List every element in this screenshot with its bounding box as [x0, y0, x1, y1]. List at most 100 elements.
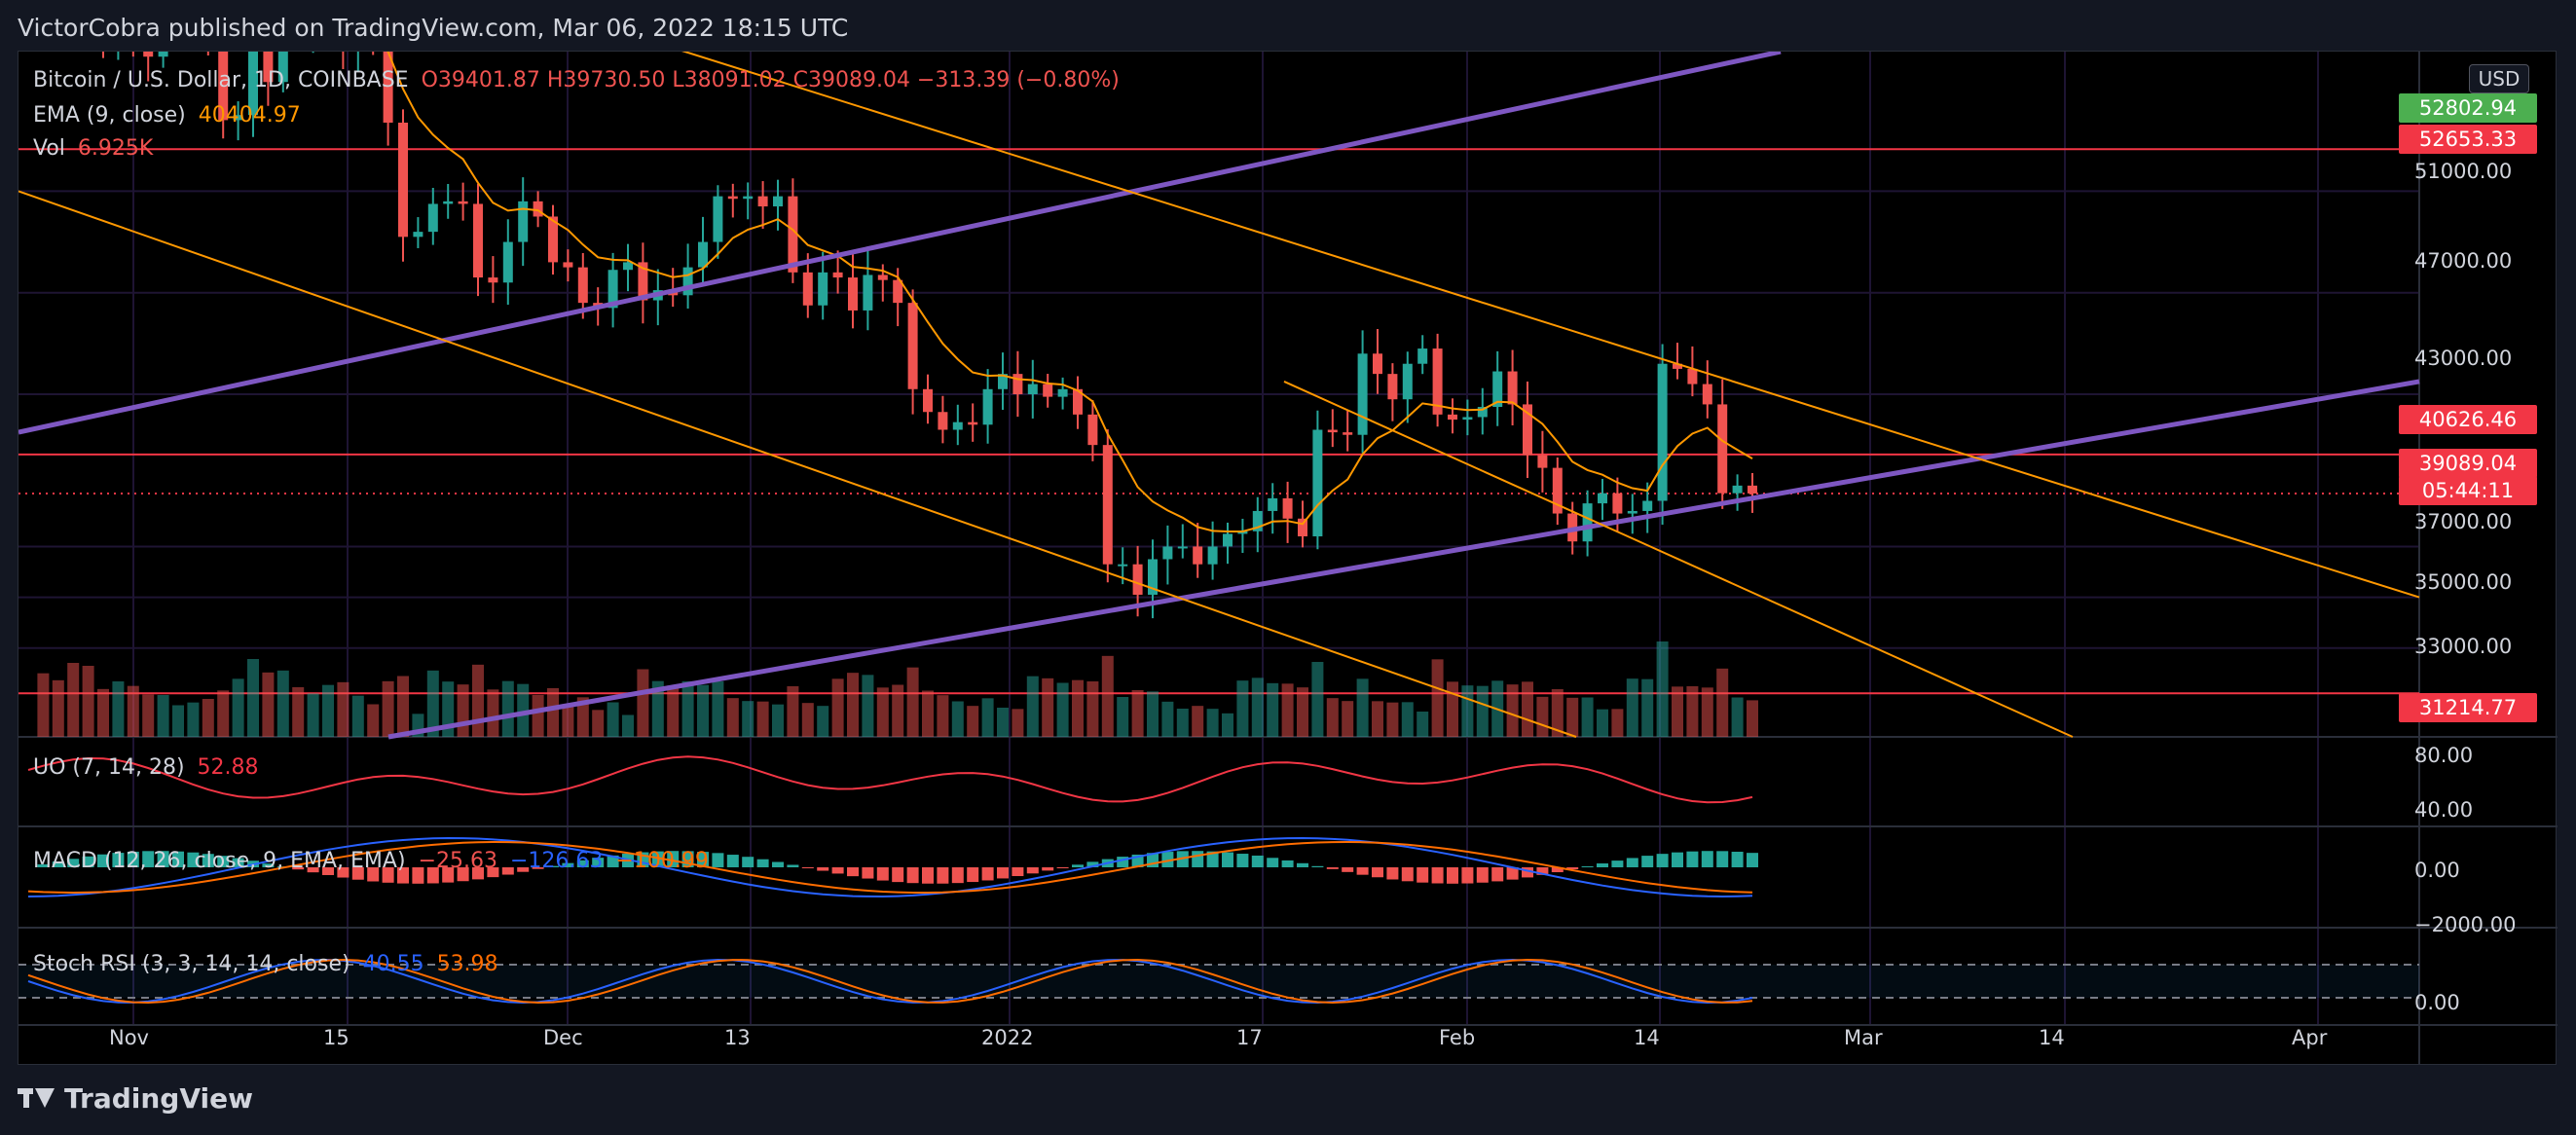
volume-bar	[787, 686, 799, 737]
volume-bar	[1297, 687, 1308, 737]
macd-histogram-bar	[112, 853, 125, 867]
macd-histogram-bar	[217, 856, 230, 867]
volume-bar	[772, 704, 784, 737]
candle-body	[458, 201, 468, 204]
volume-bar	[1431, 659, 1444, 737]
macd-histogram-bar	[1566, 867, 1579, 870]
price-tag: 31214.77	[2399, 693, 2537, 722]
symbol-name: Bitcoin / U.S. Dollar, 1D, COINBASE	[33, 68, 409, 92]
macd-histogram-bar	[1747, 853, 1758, 867]
ohlc-values: O39401.87 H39730.50 L38091.02 C39089.04 …	[421, 68, 1120, 92]
candle-body	[248, 52, 258, 116]
vol-legend: Vol 6.925K	[33, 136, 159, 161]
price-axis-label: 33000.00	[2414, 635, 2513, 658]
date-tick: Nov	[109, 1026, 149, 1049]
macd-histogram-bar	[1026, 867, 1039, 874]
macd-histogram-bar	[817, 867, 829, 871]
candle-body	[577, 267, 588, 304]
currency-button[interactable]: USD	[2469, 64, 2529, 93]
macd-histogram-bar	[1701, 851, 1713, 867]
descending-trendline-lower	[18, 190, 1577, 738]
volume-bar	[1086, 681, 1099, 737]
candle-body	[1027, 384, 1038, 394]
vol-value: 6.925K	[77, 136, 154, 161]
volume-bar	[1551, 689, 1564, 737]
candle-body	[1282, 497, 1293, 519]
candle-body	[1657, 363, 1668, 501]
macd-histogram-bar	[307, 867, 319, 873]
macd-axis-label: −2000.00	[2414, 913, 2517, 936]
volume-bar	[127, 685, 139, 737]
macd-histogram-bar	[1372, 867, 1383, 878]
candle-body	[638, 262, 648, 301]
volume-bar	[967, 706, 979, 737]
candle-body	[1687, 368, 1698, 384]
candle-body	[1417, 348, 1428, 364]
volume-bar	[1236, 680, 1249, 737]
volume-bar	[1626, 678, 1638, 737]
volume-bar	[1056, 682, 1069, 737]
macd-histogram-bar	[1192, 851, 1204, 867]
macd-histogram-bar	[1522, 867, 1533, 878]
volume-bar	[681, 680, 694, 737]
macd-histogram-bar	[1686, 851, 1699, 867]
candle-body	[893, 279, 903, 304]
candle-body	[802, 272, 813, 306]
volume-bar	[1161, 701, 1174, 737]
candle-body	[1268, 497, 1278, 511]
volume-bar	[1401, 702, 1414, 737]
candle-body	[1477, 407, 1488, 418]
volume-bar	[906, 667, 919, 737]
candle-body	[713, 196, 723, 242]
macd-histogram-bar	[1161, 852, 1174, 867]
volume-bar	[292, 687, 305, 737]
stoch-legend: Stoch RSI (3, 3, 14, 14, close) 40.55 53…	[33, 952, 504, 976]
macd-value-1: −25.63	[418, 849, 497, 873]
volume-bar	[337, 681, 350, 737]
candle-body	[818, 272, 828, 306]
volume-bar	[622, 714, 634, 737]
macd-histogram-bar	[906, 867, 919, 884]
volume-bar	[667, 685, 680, 737]
candle-body	[907, 303, 918, 389]
candle-body	[1087, 414, 1098, 446]
candle-body	[1748, 485, 1757, 494]
volume-bar	[637, 669, 649, 737]
candle-body	[788, 196, 798, 273]
uo-value: 52.88	[197, 755, 259, 780]
candle-body	[743, 196, 754, 200]
candle-body	[533, 201, 543, 217]
volume-bar	[981, 698, 994, 737]
uo-axis-label: 80.00	[2414, 744, 2474, 767]
macd-histogram-bar	[892, 867, 904, 883]
macd-histogram-bar	[756, 859, 769, 867]
macd-histogram-bar	[951, 867, 964, 884]
tradingview-logo[interactable]: TradingView	[18, 1082, 253, 1115]
candle-body	[233, 115, 243, 121]
volume-bar	[742, 701, 754, 737]
volume-bar	[1386, 702, 1399, 737]
price-tag: 52802.94	[2399, 93, 2537, 123]
volume-bar	[1731, 697, 1744, 737]
macd-histogram-bar	[937, 867, 949, 884]
volume-bar	[1251, 677, 1264, 737]
price-tag: 40626.46	[2399, 405, 2537, 434]
chart-area[interactable]	[18, 51, 2558, 1066]
macd-histogram-bar	[922, 867, 934, 884]
chart-canvas[interactable]	[18, 52, 2558, 1066]
tradingview-logo-text: TradingView	[64, 1082, 253, 1115]
macd-histogram-bar	[697, 852, 709, 867]
volume-bar	[1641, 678, 1654, 737]
volume-bar	[951, 701, 964, 737]
volume-bar	[97, 688, 109, 737]
volume-bar	[1581, 697, 1594, 737]
date-tick: 14	[1634, 1026, 1660, 1049]
stoch-axis-label: 0.00	[2414, 991, 2460, 1014]
volume-bar	[442, 681, 455, 737]
volume-bar	[712, 681, 724, 737]
volume-bar	[756, 701, 769, 737]
candle-body	[1507, 371, 1518, 405]
tradingview-logo-icon	[18, 1087, 55, 1110]
macd-histogram-bar	[1326, 867, 1339, 869]
macd-value-3: −100.99	[615, 849, 709, 873]
